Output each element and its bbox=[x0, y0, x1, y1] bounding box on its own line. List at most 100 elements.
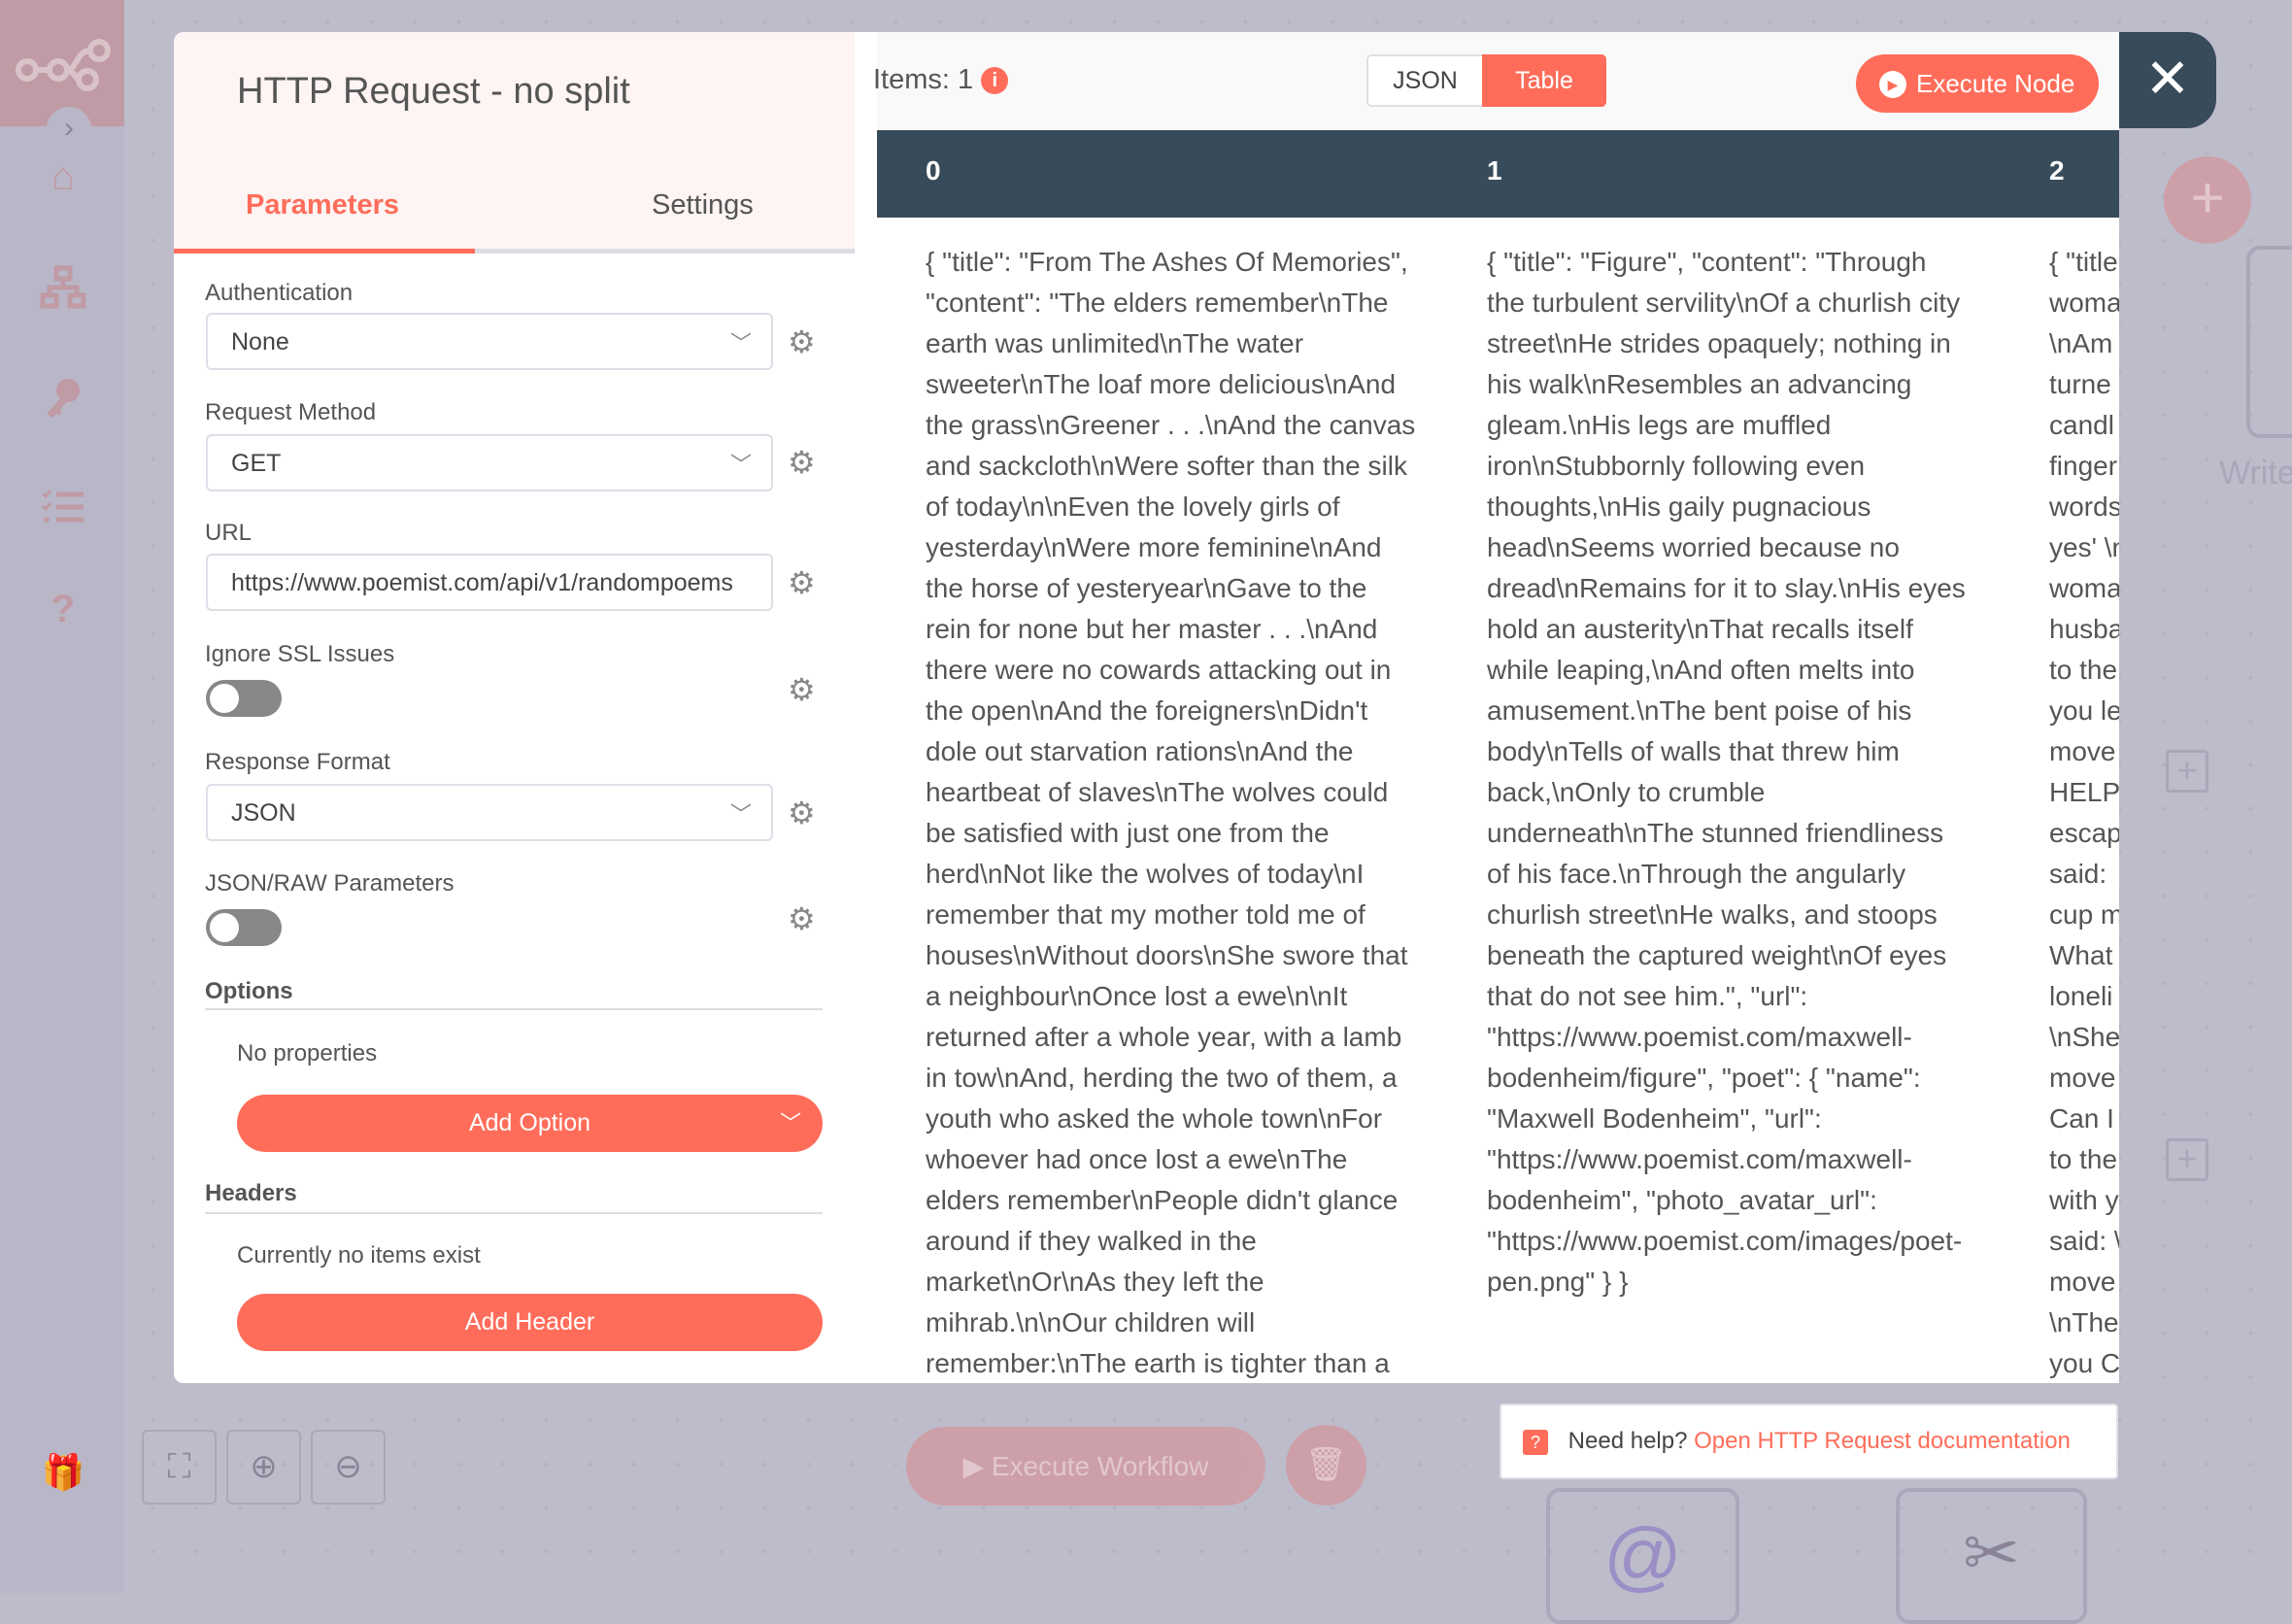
close-icon: ✕ bbox=[2144, 48, 2191, 109]
cell-text-line: market\nOr\nAs they left the bbox=[926, 1267, 1264, 1297]
cell-text-line: around if they walked in the bbox=[926, 1226, 1257, 1256]
help-documentation-link[interactable]: Open HTTP Request documentation bbox=[1694, 1428, 2071, 1454]
info-icon[interactable]: i bbox=[981, 67, 1009, 94]
node-title[interactable]: HTTP Request - no split bbox=[237, 71, 630, 112]
options-heading: Options bbox=[205, 978, 293, 1004]
parameters-panel: HTTP Request - no split Parameters Setti… bbox=[174, 32, 855, 1383]
no-properties-text: No properties bbox=[237, 1040, 378, 1066]
parameter-options-gear-icon[interactable]: ⚙ bbox=[788, 324, 816, 359]
add-connection-plus[interactable]: + bbox=[2166, 1138, 2208, 1181]
help-question-icon[interactable]: ? bbox=[51, 588, 76, 630]
tab-settings[interactable]: Settings bbox=[652, 189, 754, 220]
cell-text-line: yesterday\nWere more feminine\nAnd bbox=[926, 532, 1382, 562]
cell-text-line: body\nTells of walls that threw him bbox=[1487, 736, 1900, 766]
parameter-options-gear-icon[interactable]: ⚙ bbox=[788, 901, 816, 936]
response-format-select[interactable]: JSON ﹀ bbox=[206, 784, 773, 841]
table-view-button[interactable]: Table bbox=[1482, 54, 1606, 107]
cell-text-line: finger bbox=[2049, 451, 2118, 481]
chevron-down-icon: ﹀ bbox=[779, 1111, 801, 1135]
column-header: 2 bbox=[2049, 155, 2065, 186]
json-raw-toggle[interactable] bbox=[206, 909, 282, 946]
execute-node-label: Execute Node bbox=[1916, 69, 2075, 98]
tab-parameters[interactable]: Parameters bbox=[246, 189, 399, 220]
table-cell: { "title": "From The Ashes Of Memories",… bbox=[926, 242, 1450, 1383]
column-header: 0 bbox=[926, 155, 941, 186]
zoom-in-button[interactable]: ⊕ bbox=[226, 1430, 301, 1505]
expand-sidebar-chevron-icon[interactable]: › bbox=[47, 107, 91, 152]
n8n-logo[interactable] bbox=[0, 0, 124, 126]
cell-text-line: { "title": "Figure", "content": "Through bbox=[1487, 247, 1927, 277]
json-view-button[interactable]: JSON bbox=[1366, 54, 1482, 107]
cell-text-line: the horse of yesteryear\nGave to the bbox=[926, 573, 1367, 603]
cell-text-line: \nThe bbox=[2049, 1307, 2119, 1337]
add-option-button[interactable]: Add Option ﹀ bbox=[237, 1095, 823, 1152]
zoom-out-button[interactable]: ⊖ bbox=[311, 1430, 386, 1505]
url-input[interactable]: https://www.poemist.com/api/v1/randompoe… bbox=[206, 554, 773, 611]
cell-text-line: herd\nNot like the wolves of today\nI bbox=[926, 859, 1365, 889]
play-icon: ▶ bbox=[1879, 71, 1906, 98]
sidebar bbox=[0, 0, 124, 1593]
cell-text-line: head\nSeems worried because no bbox=[1487, 532, 1900, 562]
cell-text-line: street\nHe strides opaquely; nothing in bbox=[1487, 328, 1951, 358]
home-icon[interactable]: ⌂ bbox=[51, 155, 76, 198]
parameter-options-gear-icon[interactable]: ⚙ bbox=[788, 795, 816, 830]
request-method-value: GET bbox=[231, 450, 282, 477]
add-header-button[interactable]: Add Header bbox=[237, 1294, 823, 1351]
parameter-options-gear-icon[interactable]: ⚙ bbox=[788, 565, 816, 600]
cell-text-line: dread\nRemains for it to slay.\nHis eyes bbox=[1487, 573, 1966, 603]
cell-text-line: said: \ bbox=[2049, 1226, 2119, 1256]
close-modal-button[interactable]: ✕ bbox=[2119, 32, 2216, 128]
cell-text-line: youth who asked the whole town\nFor bbox=[926, 1103, 1383, 1133]
cell-text-line: to the bbox=[2049, 655, 2118, 685]
logo-icon bbox=[16, 39, 111, 91]
authentication-select[interactable]: None ﹀ bbox=[206, 313, 773, 370]
credentials-key-icon[interactable] bbox=[39, 373, 87, 422]
cell-text-line: remember that my mother told me of bbox=[926, 899, 1365, 930]
fit-view-button[interactable]: ⛶ bbox=[142, 1430, 217, 1505]
help-box: ? Need help? Open HTTP Request documenta… bbox=[1500, 1404, 2118, 1479]
cell-text-line: dole out starvation rations\nAnd the bbox=[926, 736, 1354, 766]
chevron-down-icon: ﹀ bbox=[729, 453, 752, 477]
execute-workflow-button[interactable]: ▶ Execute Workflow bbox=[906, 1427, 1265, 1506]
gift-icon[interactable]: 🎁 bbox=[41, 1452, 85, 1492]
divider bbox=[205, 1008, 823, 1010]
delete-trash-button[interactable]: 🗑 bbox=[1286, 1425, 1366, 1506]
cell-text-line: yes' \n bbox=[2049, 532, 2119, 562]
url-value: https://www.poemist.com/api/v1/randompoe… bbox=[231, 569, 733, 596]
table-header: 0 1 2 bbox=[877, 130, 2119, 218]
cell-text-line: cup m bbox=[2049, 899, 2119, 930]
cell-text-line: amusement.\nThe bent poise of his bbox=[1487, 695, 1912, 726]
parameter-options-gear-icon[interactable]: ⚙ bbox=[788, 672, 816, 707]
cell-text-line: sweeter\nThe loaf more delicious\nAnd bbox=[926, 369, 1397, 399]
ignore-ssl-toggle[interactable] bbox=[206, 680, 282, 717]
node-details-modal: HTTP Request - no split Parameters Setti… bbox=[174, 32, 2119, 1383]
cell-text-line: { "title": "From The Ashes Of Memories", bbox=[926, 247, 1408, 277]
cell-text-line: What bbox=[2049, 940, 2113, 970]
cell-text-line: bodenheim/figure", "poet": { "name": bbox=[1487, 1063, 1921, 1093]
email-node[interactable]: @ bbox=[1546, 1488, 1739, 1624]
cell-text-line: move bbox=[2049, 736, 2116, 766]
split-node[interactable]: ✂ bbox=[1896, 1488, 2087, 1624]
cell-text-line: thoughts,\nHis gaily pugnacious bbox=[1487, 491, 1871, 522]
cell-text-line: while leaping,\nAnd often melts into bbox=[1487, 655, 1915, 685]
cell-text-line: the open\nAnd the foreigners\nDidn't bbox=[926, 695, 1368, 726]
cell-text-line: { "title bbox=[2049, 247, 2118, 277]
cell-text-line: said: bbox=[2049, 859, 2107, 889]
add-node-button[interactable]: + bbox=[2164, 156, 2251, 244]
add-connection-plus[interactable]: + bbox=[2166, 750, 2208, 793]
workflows-network-icon[interactable] bbox=[39, 264, 87, 313]
cell-text-line: of his face.\nThrough the angularly bbox=[1487, 859, 1906, 889]
cell-text-line: \nShe bbox=[2049, 1022, 2119, 1052]
parameter-options-gear-icon[interactable]: ⚙ bbox=[788, 445, 816, 480]
cell-text-line: woma bbox=[2049, 288, 2119, 318]
execute-node-button[interactable]: ▶ Execute Node bbox=[1856, 54, 2099, 113]
workflow-node[interactable] bbox=[2246, 246, 2292, 438]
executions-list-icon[interactable] bbox=[39, 483, 87, 531]
cell-text-line: houses\nWithout doors\nShe swore that bbox=[926, 940, 1408, 970]
cell-text-line: the grass\nGreener . . .\nAnd the canvas bbox=[926, 410, 1416, 440]
cell-text-line: of today\n\nEven the lovely girls of bbox=[926, 491, 1340, 522]
request-method-select[interactable]: GET ﹀ bbox=[206, 434, 773, 491]
cell-text-line: that do not see him.", "url": bbox=[1487, 981, 1808, 1011]
no-items-text: Currently no items exist bbox=[237, 1242, 481, 1269]
cell-text-line: you C bbox=[2049, 1348, 2119, 1378]
